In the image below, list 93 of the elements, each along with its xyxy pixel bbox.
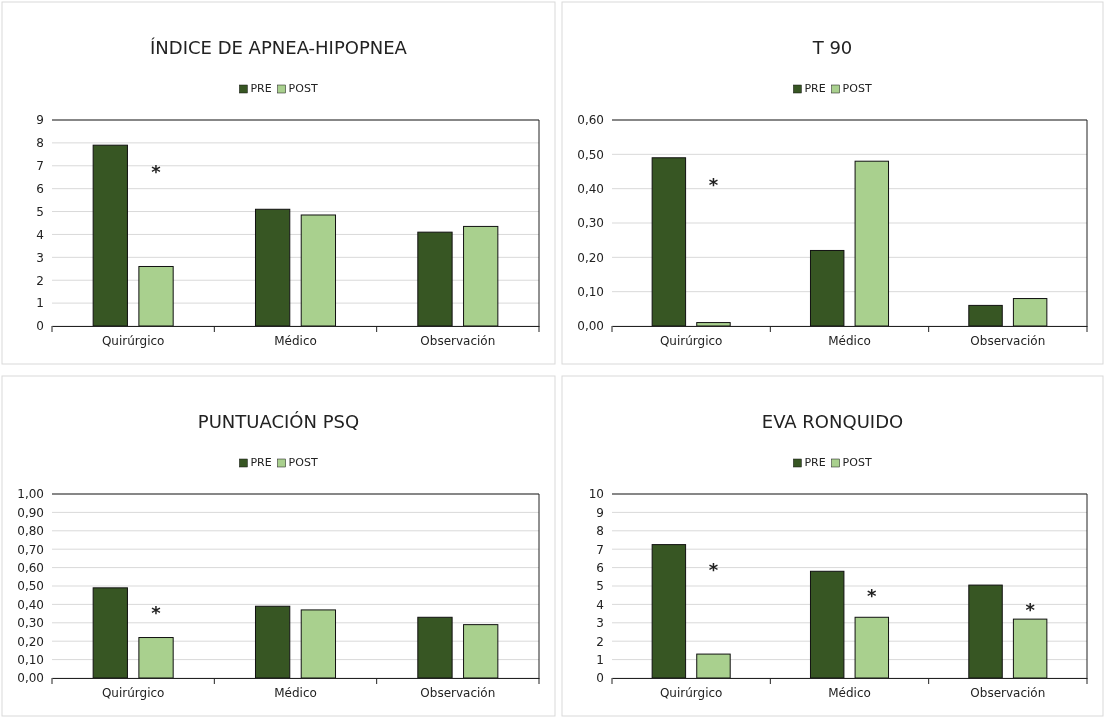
- y-tick-label: 0,20: [17, 634, 44, 649]
- y-tick-label: 4: [36, 227, 44, 242]
- y-tick-label: 0,60: [577, 113, 604, 128]
- bar: [92, 587, 128, 679]
- annotation: *: [151, 161, 162, 183]
- y-tick-label: 0,70: [17, 542, 44, 557]
- y-tick-label: 0,00: [17, 671, 44, 686]
- x-tick-label: Quirúrgico: [659, 333, 723, 348]
- bar: [138, 637, 174, 679]
- y-tick-label: 0: [596, 671, 604, 686]
- y-tick-label: 8: [36, 136, 44, 151]
- bar: [463, 624, 499, 679]
- y-tick-label: 0,50: [577, 147, 604, 162]
- y-tick-label: 0,00: [577, 319, 604, 334]
- x-tick-label: Observación: [970, 685, 1046, 700]
- bar: [696, 653, 731, 679]
- x-tick-label: Quirúrgico: [101, 685, 165, 700]
- y-tick-label: 9: [36, 113, 44, 128]
- y-tick-label: 5: [36, 204, 44, 219]
- x-tick-label: Quirúrgico: [101, 333, 165, 348]
- bar: [651, 157, 687, 327]
- y-tick-label: 3: [596, 616, 604, 631]
- legend-label: POST: [842, 456, 872, 469]
- bar: [300, 609, 337, 679]
- bar: [809, 570, 845, 679]
- x-tick-label: Médico: [828, 685, 871, 700]
- y-tick-label: 4: [596, 597, 604, 612]
- y-tick-label: 6: [596, 560, 604, 575]
- chart-title: PUNTUACIÓN PSQ: [197, 411, 360, 432]
- legend-label: PRE: [250, 82, 272, 95]
- bar: [300, 214, 337, 327]
- y-tick-label: 0,90: [17, 505, 44, 520]
- y-tick-label: 3: [36, 250, 44, 265]
- legend-label: PRE: [250, 456, 272, 469]
- x-tick-label: Quirúrgico: [659, 685, 723, 700]
- annotation: *: [708, 173, 719, 195]
- y-tick-label: 0,20: [577, 250, 604, 265]
- chart-title: EVA RONQUIDO: [761, 411, 904, 432]
- y-tick-label: 1,00: [17, 487, 44, 502]
- bar: [254, 208, 291, 327]
- bar: [138, 265, 174, 327]
- legend-label: POST: [288, 82, 318, 95]
- bar: [854, 160, 890, 327]
- x-tick-label: Observación: [970, 333, 1046, 348]
- chart-title: ÍNDICE DE APNEA-HIPOPNEA: [150, 37, 408, 58]
- bar: [417, 616, 453, 679]
- x-tick-label: Médico: [274, 685, 317, 700]
- y-tick-label: 0,30: [17, 616, 44, 631]
- y-tick-label: 0,40: [577, 182, 604, 197]
- y-tick-label: 1: [596, 652, 604, 667]
- bar: [92, 144, 128, 327]
- annotation: *: [1025, 599, 1036, 621]
- bar: [463, 225, 499, 327]
- bar: [696, 322, 731, 327]
- y-tick-label: 1: [36, 296, 44, 311]
- legend-label: PRE: [804, 82, 826, 95]
- bar: [968, 584, 1003, 679]
- y-tick-label: 5: [596, 579, 604, 594]
- bar: [417, 231, 453, 327]
- x-tick-label: Observación: [420, 333, 496, 348]
- y-tick-label: 7: [596, 542, 604, 557]
- y-tick-label: 6: [36, 182, 44, 197]
- annotation: *: [151, 601, 162, 623]
- y-tick-label: 10: [588, 487, 604, 502]
- bar: [968, 304, 1003, 327]
- bar: [1012, 298, 1048, 327]
- x-tick-label: Médico: [828, 333, 871, 348]
- x-tick-label: Médico: [274, 333, 317, 348]
- legend-label: POST: [288, 456, 318, 469]
- legend-label: POST: [842, 82, 872, 95]
- y-tick-label: 0,10: [577, 285, 604, 300]
- y-tick-label: 0,30: [577, 216, 604, 231]
- y-tick-label: 9: [596, 505, 604, 520]
- bar: [1012, 618, 1048, 679]
- chart-title: T 90: [811, 37, 853, 58]
- y-tick-label: 7: [36, 159, 44, 174]
- legend-label: PRE: [804, 456, 826, 469]
- y-tick-label: 8: [596, 524, 604, 539]
- bar: [254, 605, 291, 679]
- x-tick-label: Observación: [420, 685, 496, 700]
- y-tick-label: 0,40: [17, 597, 44, 612]
- y-tick-label: 2: [36, 273, 44, 288]
- annotation: *: [867, 585, 878, 607]
- y-tick-label: 2: [596, 634, 604, 649]
- y-tick-label: 0,80: [17, 524, 44, 539]
- y-tick-label: 0,50: [17, 579, 44, 594]
- bar: [651, 544, 687, 679]
- bar: [854, 616, 890, 679]
- y-tick-label: 0,60: [17, 560, 44, 575]
- annotation: *: [708, 558, 719, 580]
- y-tick-label: 0,10: [17, 652, 44, 667]
- bar: [809, 249, 845, 327]
- y-tick-label: 0: [36, 319, 44, 334]
